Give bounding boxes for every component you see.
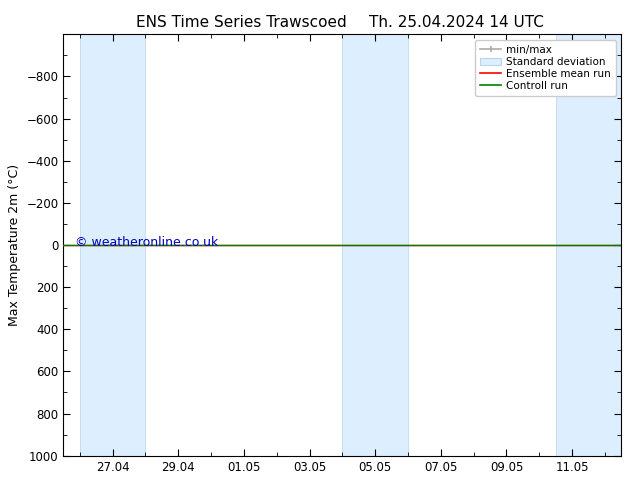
Text: © weatheronline.co.uk: © weatheronline.co.uk <box>75 236 218 249</box>
Text: ENS Time Series Trawscoed: ENS Time Series Trawscoed <box>136 15 346 30</box>
Legend: min/max, Standard deviation, Ensemble mean run, Controll run: min/max, Standard deviation, Ensemble me… <box>475 40 616 96</box>
Bar <box>342 34 408 456</box>
Y-axis label: Max Temperature 2m (°C): Max Temperature 2m (°C) <box>8 164 21 326</box>
Bar <box>80 34 145 456</box>
Text: Th. 25.04.2024 14 UTC: Th. 25.04.2024 14 UTC <box>369 15 544 30</box>
Bar <box>555 34 621 456</box>
